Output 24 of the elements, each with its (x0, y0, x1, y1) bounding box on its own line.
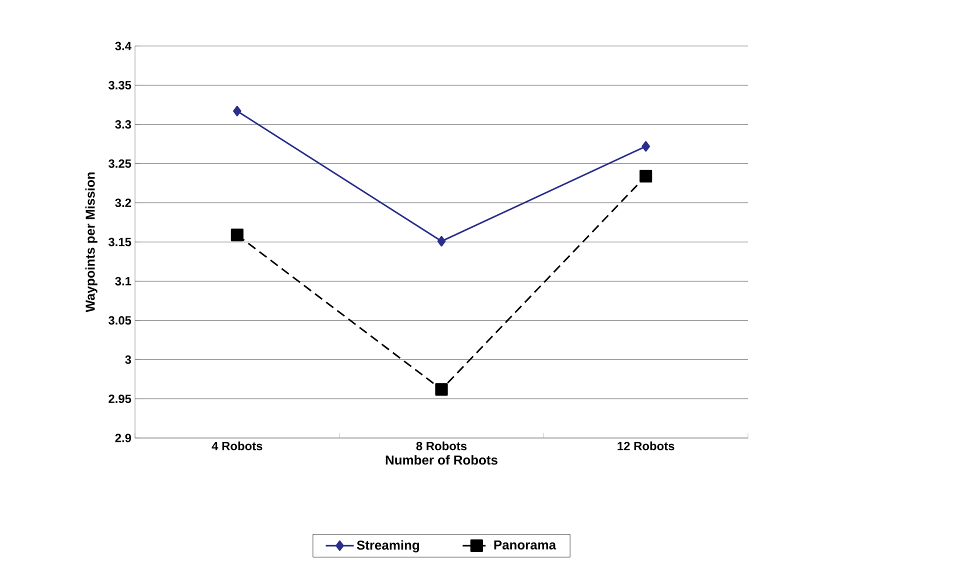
point (230, 228, 244, 242)
legend-label: Panorama (494, 540, 556, 550)
x-tick-label: 12 Robots (618, 442, 674, 450)
y-tick-label: 3.2 (115, 198, 132, 208)
y-tick-label: 3.1 (115, 276, 132, 286)
point (642, 141, 650, 152)
point (437, 236, 446, 247)
y-tick-label: 3.15 (108, 238, 132, 246)
x-tick-label: 8 Robots (416, 442, 467, 450)
y-tick-label: 3.35 (108, 80, 132, 90)
point (435, 383, 448, 396)
x-tick-label: 4 Robots (212, 442, 262, 450)
y-tick-label: 2.9 (115, 434, 132, 442)
point (640, 170, 652, 182)
x-axis-title: Number of Robots (386, 455, 498, 465)
y-axis-title: Waypoints per Mission (85, 172, 98, 312)
y-tick-label: 2.95 (108, 394, 132, 404)
y-tick-label: 3.4 (115, 42, 132, 50)
point (232, 106, 242, 116)
y-tick-label: 3 (125, 355, 132, 364)
y-tick-label: 3.25 (108, 159, 132, 168)
y-tick-label: 3.3 (115, 120, 132, 129)
y-tick-label: 3.05 (108, 316, 132, 325)
legend-label: Streaming (356, 540, 419, 552)
